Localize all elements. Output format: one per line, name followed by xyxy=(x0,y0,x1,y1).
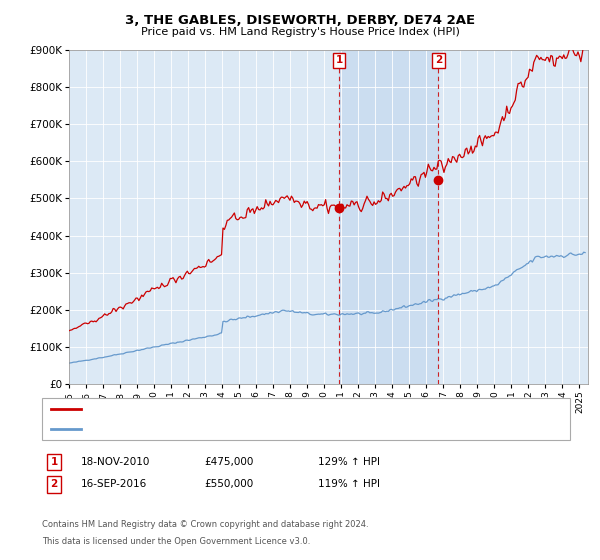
Text: 18-NOV-2010: 18-NOV-2010 xyxy=(81,457,151,467)
Text: £550,000: £550,000 xyxy=(204,479,253,489)
Text: £475,000: £475,000 xyxy=(204,457,253,467)
Text: 3, THE GABLES, DISEWORTH, DERBY, DE74 2AE: 3, THE GABLES, DISEWORTH, DERBY, DE74 2A… xyxy=(125,14,475,27)
Text: 3, THE GABLES, DISEWORTH, DERBY, DE74 2AE (detached house): 3, THE GABLES, DISEWORTH, DERBY, DE74 2A… xyxy=(87,404,409,414)
Text: Contains HM Land Registry data © Crown copyright and database right 2024.: Contains HM Land Registry data © Crown c… xyxy=(42,520,368,529)
Text: 119% ↑ HPI: 119% ↑ HPI xyxy=(318,479,380,489)
Bar xyxy=(339,50,439,384)
Text: 1: 1 xyxy=(50,457,58,467)
Text: 129% ↑ HPI: 129% ↑ HPI xyxy=(318,457,380,467)
Text: HPI: Average price, detached house, North West Leicestershire: HPI: Average price, detached house, Nort… xyxy=(87,424,394,434)
Text: 1: 1 xyxy=(335,55,343,66)
Text: Price paid vs. HM Land Registry's House Price Index (HPI): Price paid vs. HM Land Registry's House … xyxy=(140,27,460,37)
Text: 2: 2 xyxy=(50,479,58,489)
Text: This data is licensed under the Open Government Licence v3.0.: This data is licensed under the Open Gov… xyxy=(42,537,310,546)
Text: 16-SEP-2016: 16-SEP-2016 xyxy=(81,479,147,489)
Text: 2: 2 xyxy=(435,55,442,66)
